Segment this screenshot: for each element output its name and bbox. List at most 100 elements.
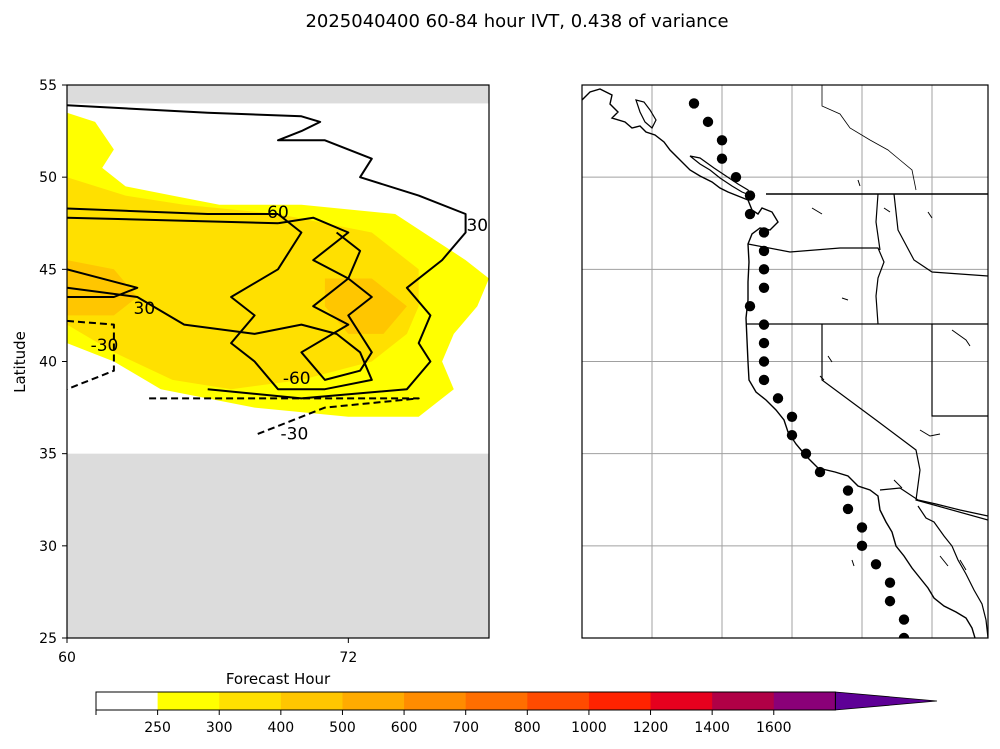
contour-line-5: [67, 268, 139, 298]
station-marker-21: [842, 485, 854, 496]
contour-label-1: 30: [466, 216, 488, 236]
y-axis-label: Latitude: [11, 331, 29, 393]
colorbar-cell-4: [342, 692, 405, 710]
contour-line-2: [277, 216, 373, 381]
colorbar-label: 700: [452, 720, 479, 736]
colorbar-extend-arrow: [834, 691, 938, 711]
contour-line-6: [67, 319, 115, 391]
map-gridlines: [582, 85, 988, 638]
y-tick-label: 25: [39, 631, 57, 647]
state-borders: [746, 193, 988, 521]
station-marker-28: [898, 614, 910, 625]
colorbar-label: 1200: [633, 720, 669, 736]
station-marker-0: [688, 98, 700, 109]
station-marker-27: [884, 595, 896, 607]
contour-line-7: [149, 397, 420, 437]
station-markers: [688, 98, 910, 638]
contour-line-1: [67, 216, 279, 225]
station-marker-9: [758, 264, 770, 275]
station-marker-22: [842, 503, 854, 515]
y-tick-label: 40: [39, 355, 57, 371]
lakes-islands: [811, 179, 971, 571]
station-marker-18: [786, 430, 798, 441]
station-marker-2: [716, 135, 728, 146]
contour-label-5: -30: [281, 424, 309, 444]
inland-borders: [821, 85, 917, 191]
station-marker-10: [758, 282, 770, 293]
x-tick-label: 72: [339, 650, 357, 666]
colorbar-cell-11: [773, 692, 836, 710]
colorbar-label: 500: [329, 720, 356, 736]
colorbar-cell-9: [650, 692, 713, 710]
station-marker-19: [800, 448, 812, 459]
contour-line-3: [67, 213, 373, 391]
colorbar-labels: 250 300 400 500 600 700 800 1000 1200 1400 1600: [95, 710, 792, 736]
contour-label-2: 30: [134, 299, 156, 319]
station-marker-5: [744, 190, 756, 201]
no-data-band-1: [67, 453, 489, 638]
contour-plot-area: 60 30 30 -30 -60 -30: [67, 85, 489, 638]
y-tick-label: 30: [39, 539, 57, 555]
map-panel: [581, 84, 989, 639]
contour-axis-ticks: 25 30 35 40 45 50 55 60 72: [39, 78, 357, 666]
colorbar-cell-8: [588, 692, 652, 710]
contour-panel: 60 30 30 -30 -60 -30 25 30 35 40 45 50 55 60 72 Forec…: [11, 78, 490, 688]
station-marker-14: [758, 356, 770, 367]
station-marker-24: [856, 540, 868, 552]
figure-title: 2025040400 60-84 hour IVT, 0.438 of vari…: [305, 11, 728, 32]
filled-region-400-3: [324, 278, 407, 334]
station-marker-1: [702, 116, 714, 128]
station-marker-13: [758, 337, 770, 349]
station-marker-4: [730, 171, 742, 183]
station-marker-11: [744, 301, 756, 312]
station-marker-25: [870, 559, 882, 570]
colorbar-label: 1600: [756, 720, 792, 736]
y-tick-label: 50: [39, 170, 57, 186]
no-data-band-0: [67, 85, 489, 104]
contour-label-4: -60: [283, 369, 311, 389]
contour-line-4: [67, 104, 467, 400]
station-marker-17: [786, 411, 798, 422]
station-marker-26: [884, 577, 896, 588]
colorbar-label: 250: [144, 720, 171, 736]
station-marker-16: [772, 393, 784, 404]
contour-label-0: 60: [267, 203, 289, 223]
colorbar-label: 1400: [694, 720, 730, 736]
haida-gwaii: [635, 99, 657, 129]
station-marker-20: [814, 466, 826, 478]
contour-line-0: [67, 207, 278, 215]
colorbar: 250 300 400 500 600 700 800 1000 1200 1400 1600: [95, 691, 938, 736]
station-marker-23: [856, 522, 868, 533]
colorbar-label: 600: [391, 720, 418, 736]
y-tick-label: 45: [39, 262, 57, 278]
station-marker-3: [716, 153, 728, 164]
colorbar-cell-10: [712, 692, 775, 710]
colorbar-label: 400: [267, 720, 294, 736]
station-marker-29: [898, 632, 910, 638]
station-marker-15: [758, 374, 770, 386]
colorbar-cell-7: [527, 692, 590, 710]
x-axis-label: Forecast Hour: [226, 670, 331, 688]
contour-label-3: -30: [91, 336, 119, 356]
y-tick-label: 35: [39, 447, 57, 463]
colorbar-cells: [95, 691, 938, 711]
map-panel-frame: [581, 84, 989, 639]
station-marker-6: [744, 208, 756, 220]
us-mexico-border: [879, 487, 988, 517]
station-marker-7: [758, 227, 770, 238]
colorbar-cell-1: [157, 692, 220, 710]
station-marker-8: [758, 245, 770, 257]
colorbar-label: 1000: [571, 720, 607, 736]
colorbar-label: 800: [514, 720, 541, 736]
colorbar-cell-3: [280, 692, 343, 710]
coastline: [582, 88, 976, 638]
filled-region-300-1: [67, 177, 419, 390]
colorbar-cell-2: [219, 692, 282, 710]
colorbar-label: 300: [206, 720, 233, 736]
colorbar-cell-0: [96, 692, 159, 710]
x-tick-label: 60: [58, 650, 76, 666]
station-marker-12: [758, 319, 770, 330]
map-area: [582, 85, 988, 638]
colorbar-cell-5: [404, 692, 467, 710]
